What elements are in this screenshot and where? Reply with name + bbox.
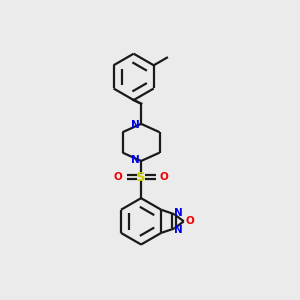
Text: O: O (160, 172, 168, 182)
Text: N: N (131, 155, 140, 165)
Text: S: S (136, 171, 146, 184)
Text: N: N (174, 225, 183, 235)
Text: O: O (185, 216, 194, 226)
Text: N: N (131, 120, 140, 130)
Text: N: N (174, 208, 183, 218)
Text: O: O (114, 172, 123, 182)
